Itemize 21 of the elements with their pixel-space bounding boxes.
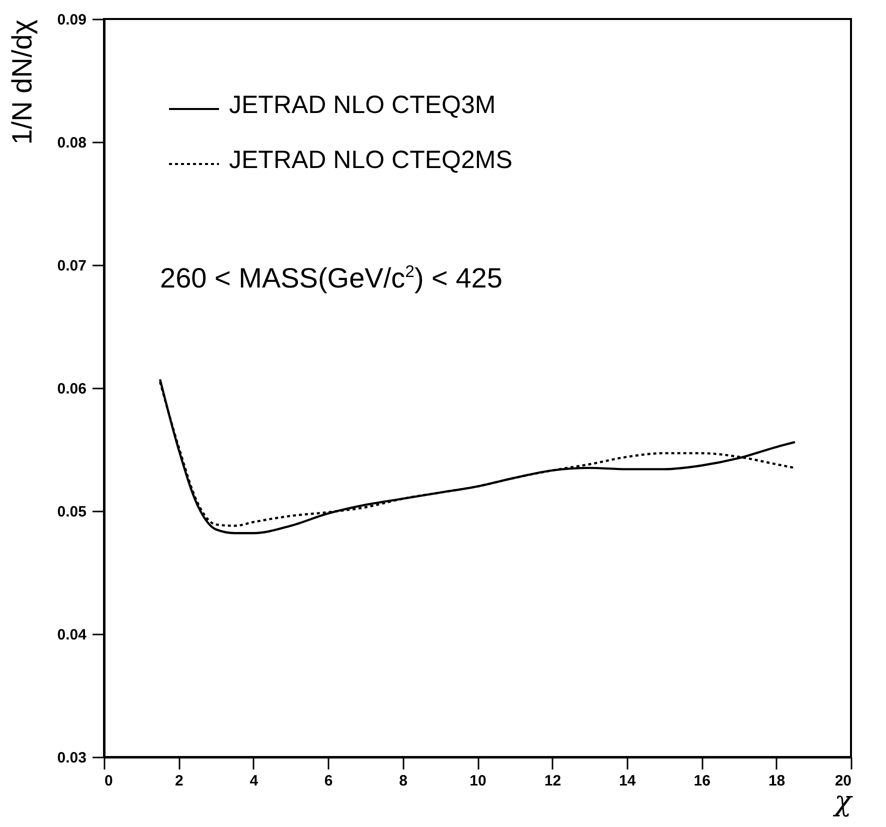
y-tick-label: 0.04 xyxy=(57,626,88,644)
x-tick-label: 8 xyxy=(399,772,408,790)
x-tick-label: 18 xyxy=(768,772,786,790)
x-tick-label: 6 xyxy=(324,772,333,790)
y-tick-label: 0.03 xyxy=(57,750,86,766)
y-tick-label: 0.09 xyxy=(57,12,86,28)
y-axis-title: 1/N dN/dχ xyxy=(6,19,38,145)
x-tick-label: 10 xyxy=(470,772,486,790)
y-tick-label: 0.08 xyxy=(57,134,86,152)
x-tick-label: 12 xyxy=(544,772,562,790)
x-tick-label: 0 xyxy=(104,772,113,790)
legend-label: JETRAD NLO CTEQ2MS xyxy=(229,146,512,174)
x-tick-label: 16 xyxy=(694,772,710,790)
x-tick-label: 2 xyxy=(175,772,184,790)
annotation: 260 < MASS(GeV/c$^{2}$) < 425 xyxy=(160,262,502,294)
y-tick-label: 0.05 xyxy=(57,504,86,520)
legend-label: JETRAD NLO CTEQ3M xyxy=(229,91,496,119)
x-tick-label: 14 xyxy=(619,772,636,790)
y-tick-label: 0.06 xyxy=(57,380,86,398)
y-tick-label: 0.07 xyxy=(57,258,86,274)
x-tick-label: 4 xyxy=(250,772,259,790)
